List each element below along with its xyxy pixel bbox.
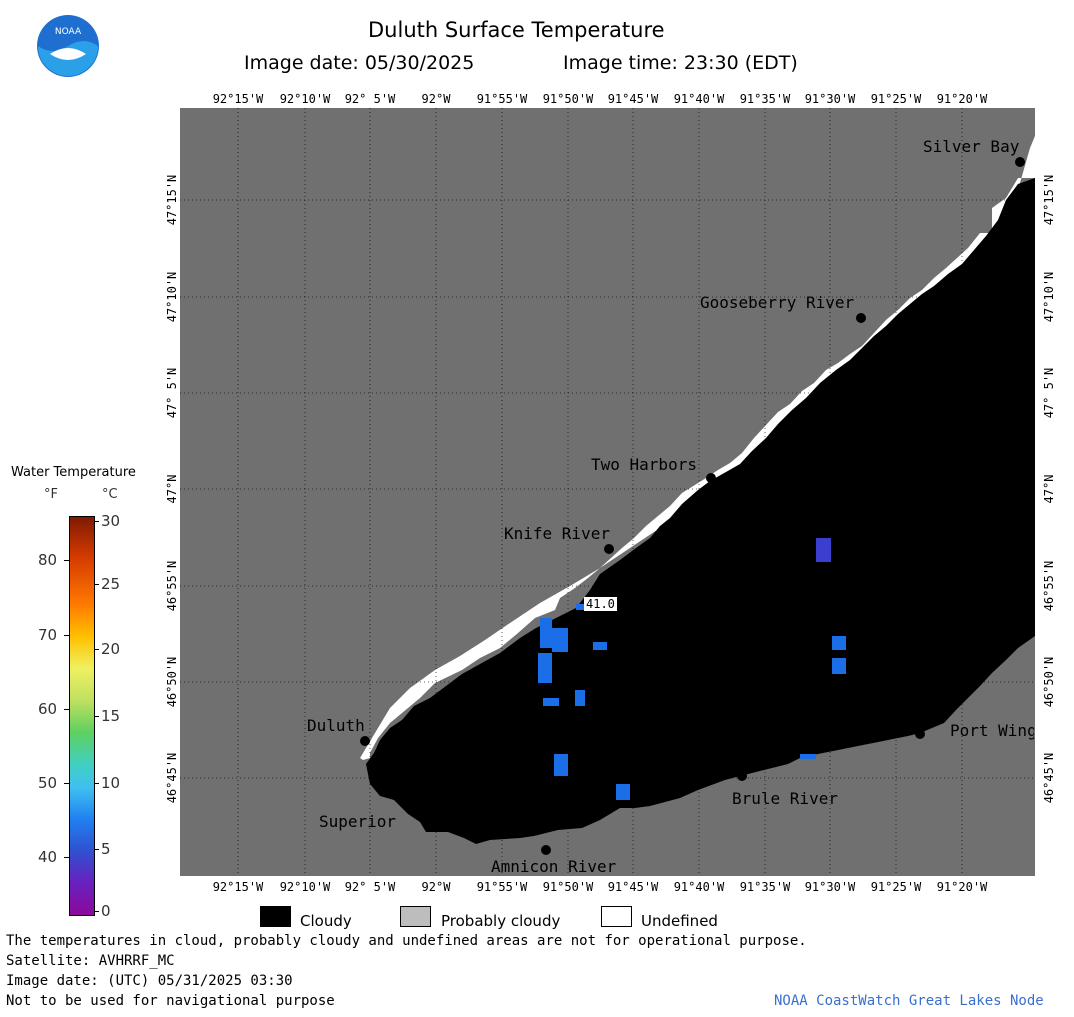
lat-label-right: 47°10'N — [1042, 267, 1056, 327]
lat-label-right: 47°N — [1042, 459, 1056, 519]
footer-nav-warning: Not to be used for navigational purpose — [6, 993, 335, 1009]
colorbar-f-tick: 80 — [38, 551, 57, 569]
lon-label-bottom: 91°45'W — [599, 880, 667, 894]
colorbar-c-tickmark — [94, 911, 99, 912]
colorbar-f-tick: 50 — [38, 774, 57, 792]
image-time: Image time: 23:30 (EDT) — [563, 52, 798, 74]
lon-label-top: 91°45'W — [599, 92, 667, 106]
colorbar-c-tick: 20 — [101, 640, 120, 658]
unit-fahrenheit: °F — [44, 487, 58, 502]
lon-label-bottom: 92°15'W — [204, 880, 272, 894]
lon-label-bottom: 91°25'W — [862, 880, 930, 894]
temperature-map[interactable] — [180, 108, 1035, 876]
lat-label-left: 46°55'N — [165, 556, 179, 616]
colorbar-f-tickmark — [64, 635, 69, 636]
lon-label-top: 92°W — [402, 92, 470, 106]
colorbar-c-tick: 5 — [101, 840, 111, 858]
lat-label-left: 46°50'N — [165, 652, 179, 712]
footer-credit[interactable]: NOAA CoastWatch Great Lakes Node — [774, 993, 1044, 1009]
colorbar-f-tickmark — [64, 783, 69, 784]
colorbar-c-tickmark — [94, 849, 99, 850]
place-silver-bay: Silver Bay — [923, 137, 1019, 156]
colorbar-c-tick: 10 — [101, 774, 120, 792]
lon-label-top: 91°30'W — [796, 92, 864, 106]
place-knife-river: Knife River — [504, 524, 610, 543]
lat-label-right: 47°15'N — [1042, 170, 1056, 230]
lat-label-left: 46°45'N — [165, 748, 179, 808]
lon-label-bottom: 92° 5'W — [336, 880, 404, 894]
place-amnicon-river: Amnicon River — [491, 857, 616, 876]
place-brule-river: Brule River — [732, 789, 838, 808]
place-two-harbors: Two Harbors — [591, 455, 697, 474]
colorbar-c-tick: 25 — [101, 575, 120, 593]
page-title: Duluth Surface Temperature — [368, 18, 665, 42]
colorbar-c-tickmark — [94, 783, 99, 784]
legend-undefined-swatch — [601, 906, 632, 927]
lat-label-right: 46°50'N — [1042, 652, 1056, 712]
colorbar-c-tickmark — [94, 649, 99, 650]
unit-celsius: °C — [102, 487, 118, 502]
lat-label-right: 47° 5'N — [1042, 363, 1056, 423]
colorbar-c-tickmark — [94, 521, 99, 522]
lat-label-left: 47°N — [165, 459, 179, 519]
lat-label-right: 46°55'N — [1042, 556, 1056, 616]
lon-label-top: 91°20'W — [928, 92, 996, 106]
legend-cloudy-label: Cloudy — [300, 912, 352, 930]
lon-label-top: 91°35'W — [731, 92, 799, 106]
colorbar-c-tickmark — [94, 716, 99, 717]
legend-probably-cloudy-swatch — [400, 906, 431, 927]
lon-label-top: 91°25'W — [862, 92, 930, 106]
lon-label-bottom: 91°35'W — [731, 880, 799, 894]
footer-note: The temperatures in cloud, probably clou… — [6, 933, 807, 949]
lon-label-top: 92° 5'W — [336, 92, 404, 106]
lat-label-left: 47°10'N — [165, 267, 179, 327]
colorbar-title: Water Temperature — [11, 465, 136, 480]
temperature-readout: 41.0 — [584, 597, 617, 611]
place-duluth: Duluth — [307, 716, 365, 735]
colorbar-f-tick: 40 — [38, 848, 57, 866]
colorbar-f-tickmark — [64, 709, 69, 710]
colorbar-f-tickmark — [64, 560, 69, 561]
lon-label-bottom: 92°W — [402, 880, 470, 894]
lon-label-bottom: 91°20'W — [928, 880, 996, 894]
legend-cloudy-swatch — [260, 906, 291, 927]
lon-label-bottom: 91°50'W — [534, 880, 602, 894]
colorbar-f-tickmark — [64, 857, 69, 858]
colorbar-f-tick: 70 — [38, 626, 57, 644]
lon-label-top: 92°15'W — [204, 92, 272, 106]
colorbar — [69, 516, 95, 916]
colorbar-c-tick: 30 — [101, 512, 120, 530]
footer-utc-date: Image date: (UTC) 05/31/2025 03:30 — [6, 973, 293, 989]
lon-label-bottom: 92°10'W — [271, 880, 339, 894]
lat-label-right: 46°45'N — [1042, 748, 1056, 808]
lon-label-top: 91°55'W — [468, 92, 536, 106]
noaa-logo: NOAA — [36, 14, 100, 78]
logo-text: NOAA — [55, 27, 82, 37]
lat-label-left: 47°15'N — [165, 170, 179, 230]
lon-label-top: 91°40'W — [665, 92, 733, 106]
image-date: Image date: 05/30/2025 — [244, 52, 474, 74]
lon-label-bottom: 91°40'W — [665, 880, 733, 894]
lon-label-top: 91°50'W — [534, 92, 602, 106]
lat-label-left: 47° 5'N — [165, 363, 179, 423]
footer-satellite: Satellite: AVHRRF_MC — [6, 953, 175, 969]
colorbar-c-tick: 15 — [101, 707, 120, 725]
colorbar-c-tickmark — [94, 584, 99, 585]
colorbar-c-tick: 0 — [101, 902, 111, 920]
lon-label-bottom: 91°55'W — [468, 880, 536, 894]
lon-label-bottom: 91°30'W — [796, 880, 864, 894]
place-port-wing: Port Wing — [950, 721, 1034, 740]
colorbar-f-tick: 60 — [38, 700, 57, 718]
place-gooseberry-river: Gooseberry River — [700, 293, 854, 312]
place-superior: Superior — [319, 812, 396, 831]
lon-label-top: 92°10'W — [271, 92, 339, 106]
legend-undefined-label: Undefined — [641, 912, 718, 930]
legend-probably-cloudy-label: Probably cloudy — [441, 912, 560, 930]
